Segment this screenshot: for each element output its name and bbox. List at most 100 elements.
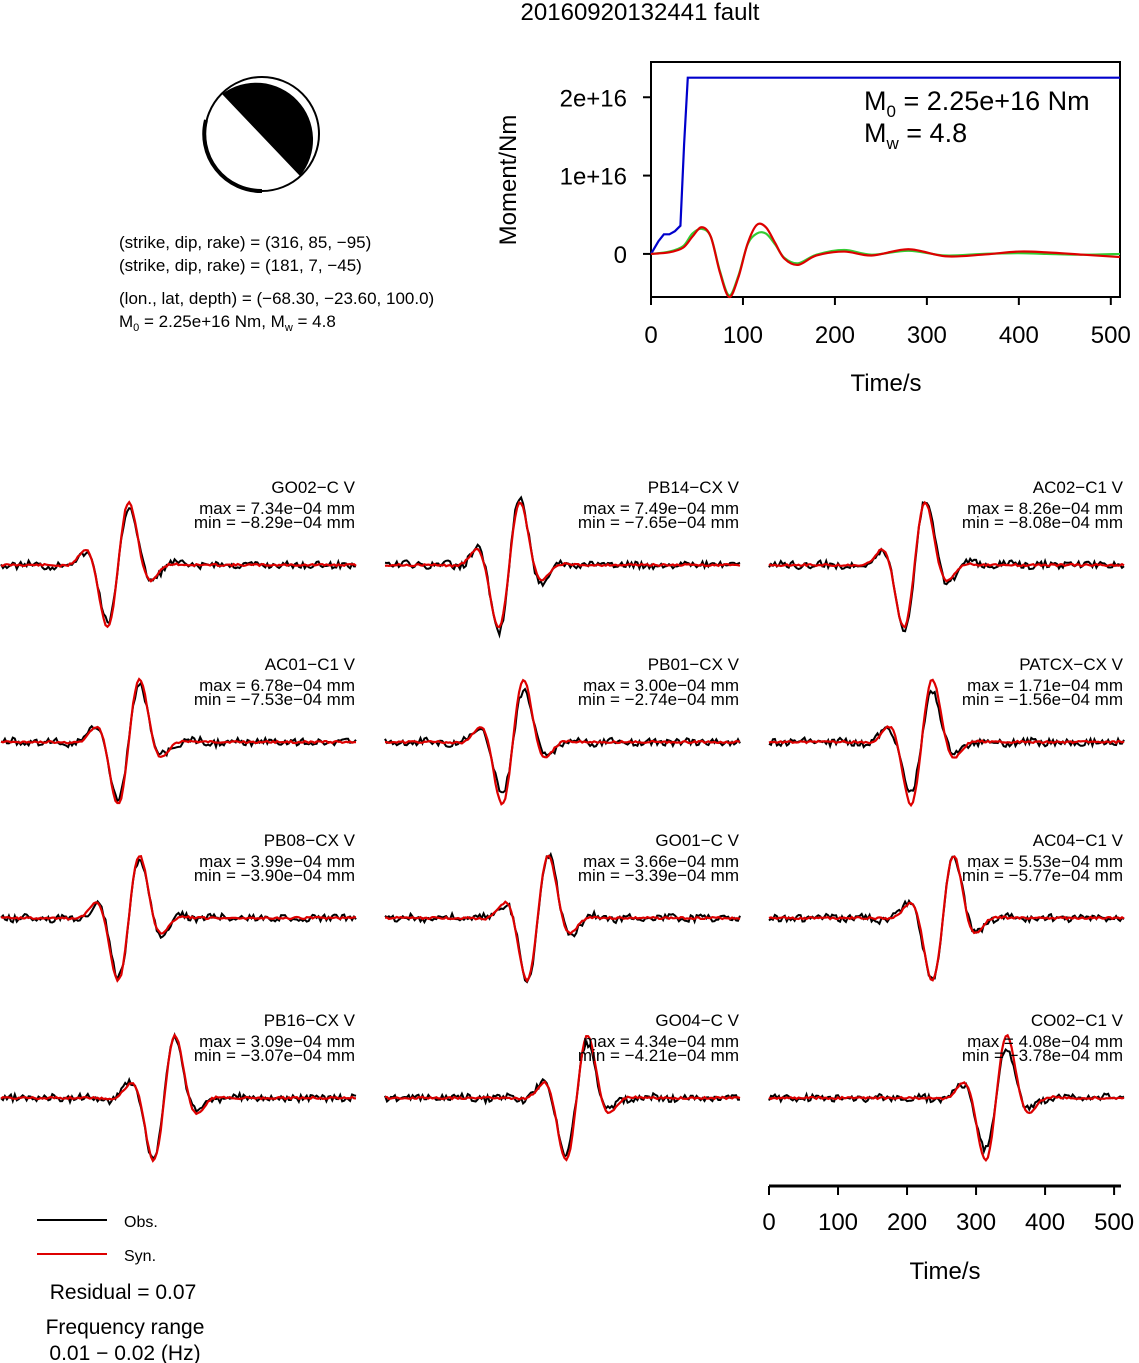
waveform-x-tick-label: 0 — [762, 1209, 775, 1236]
station-min-label: min = −7.53e−04 mm — [194, 690, 355, 709]
station-min-label: min = −2.74e−04 mm — [578, 690, 739, 709]
station-name-label: PB01−CX V — [648, 655, 740, 674]
station-name-label: GO02−C V — [271, 478, 355, 497]
figure-title: 20160920132441 fault — [521, 0, 760, 26]
station-name-label: PB08−CX V — [264, 831, 356, 850]
station-max-label: max = 3.66e−04 mm — [583, 852, 739, 871]
moment-rate-chart: 0 100 200 300 400 500 0 1e+16 2e+16 M0 = 2.25e+1… — [495, 61, 1131, 397]
station-min-label: min = −3.39e−04 mm — [578, 866, 739, 885]
frequency-range-title: Frequency range — [46, 1316, 205, 1339]
moment-x-tick-label: 100 — [723, 322, 763, 349]
station-name-label: PB16−CX V — [264, 1011, 356, 1030]
moment-xlabel: Time/s — [850, 370, 921, 397]
synthetic-waveform-line — [768, 500, 1125, 629]
moment-y-tick-label: 2e+16 — [560, 85, 627, 112]
frequency-range-value: 0.01 − 0.02 (Hz) — [49, 1342, 200, 1363]
synthetic-waveform-line — [0, 500, 357, 629]
mechanism-moment: M0 = 2.25e+16 Nm, Mw = 4.8 — [119, 312, 336, 334]
station-max-label: max = 3.99e−04 mm — [199, 852, 355, 871]
station-name-label: CO02−C1 V — [1031, 1011, 1124, 1030]
waveform-xlabel: Time/s — [909, 1258, 980, 1285]
synthetic-waveform-line — [384, 1034, 741, 1162]
moment-x-tick-label: 200 — [815, 322, 855, 349]
mechanism-nodal-plane-1: (strike, dip, rake) = (316, 85, −95) — [119, 233, 371, 252]
moment-plot-frame — [650, 61, 1121, 298]
beachball-icon — [202, 76, 320, 194]
station-max-label: max = 7.49e−04 mm — [583, 499, 739, 518]
mechanism-location: (lon., lat, depth) = (−68.30, −23.60, 10… — [119, 289, 434, 308]
waveform-x-tick-label: 400 — [1025, 1209, 1065, 1236]
moment-rate-line-2 — [650, 222, 1121, 299]
station-name-label: GO01−C V — [655, 831, 739, 850]
station-min-label: min = −3.90e−04 mm — [194, 866, 355, 885]
station-max-label: max = 3.00e−04 mm — [583, 676, 739, 695]
synthetic-waveform-line — [768, 855, 1125, 982]
moment-y-tick-label: 0 — [614, 242, 627, 269]
waveform-time-axis: Time/s 0 100 200 300 400 500 — [762, 1184, 1134, 1285]
station-max-label: max = 3.09e−04 mm — [199, 1032, 355, 1051]
station-name-label: PATCX−CX V — [1019, 655, 1123, 674]
station-min-label: min = −4.21e−04 mm — [578, 1046, 739, 1065]
synthetic-waveform-line — [768, 1033, 1125, 1163]
moment-x-tick-label: 500 — [1091, 322, 1131, 349]
legend-syn-label: Syn. — [124, 1248, 156, 1265]
waveform-x-tick-label: 500 — [1094, 1209, 1134, 1236]
synthetic-waveform-line — [0, 677, 357, 805]
synthetic-waveform-line — [384, 500, 741, 629]
station-max-label: max = 7.34e−04 mm — [199, 499, 355, 518]
station-min-label: min = −1.56e−04 mm — [962, 690, 1123, 709]
observed-waveform-line — [0, 680, 357, 803]
synthetic-waveform-line — [0, 854, 357, 983]
station-max-label: max = 4.08e−04 mm — [967, 1032, 1123, 1051]
mechanism-nodal-plane-2: (strike, dip, rake) = (181, 7, −45) — [119, 256, 362, 275]
synthetic-waveform-line — [768, 678, 1125, 808]
legend: Obs. Syn. — [37, 1214, 158, 1265]
station-max-label: max = 1.71e−04 mm — [967, 676, 1123, 695]
observed-waveform-line — [0, 858, 357, 982]
moment-x-tick-label: 0 — [644, 322, 657, 349]
station-name-label: AC02−C1 V — [1033, 478, 1124, 497]
station-max-label: max = 8.26e−04 mm — [967, 499, 1123, 518]
station-max-label: max = 5.53e−04 mm — [967, 852, 1123, 871]
legend-obs-label: Obs. — [124, 1214, 158, 1231]
synthetic-waveform-line — [385, 854, 741, 983]
station-min-label: min = −8.08e−04 mm — [962, 513, 1123, 532]
waveform-x-tick-label: 300 — [956, 1209, 996, 1236]
station-name-label: PB14−CX V — [648, 478, 740, 497]
moment-x-tick-label: 400 — [999, 322, 1039, 349]
station-max-label: max = 6.78e−04 mm — [199, 676, 355, 695]
station-name-label: GO04−C V — [655, 1011, 739, 1030]
moment-x-tick-label: 300 — [907, 322, 947, 349]
moment-panel-m0: M0 = 2.25e+16 Nm — [864, 86, 1090, 121]
station-name-label: AC01−C1 V — [265, 655, 356, 674]
station-min-label: min = −8.29e−04 mm — [194, 513, 355, 532]
synthetic-waveform-line — [0, 1032, 357, 1163]
moment-ylabel: Moment/Nm — [495, 115, 522, 246]
moment-rate-line-1 — [650, 227, 1121, 297]
residual-text: Residual = 0.07 — [50, 1281, 197, 1304]
station-min-label: min = −3.78e−04 mm — [962, 1046, 1123, 1065]
moment-y-tick-label: 1e+16 — [560, 164, 627, 191]
station-name-label: AC04−C1 V — [1033, 831, 1124, 850]
cumulative-moment-line — [650, 76, 1120, 255]
waveform-x-tick-label: 100 — [818, 1209, 858, 1236]
waveform-x-tick-label: 200 — [887, 1209, 927, 1236]
station-max-label: max = 4.34e−04 mm — [583, 1032, 739, 1051]
moment-panel-mw: Mw = 4.8 — [864, 118, 967, 153]
station-min-label: min = −7.65e−04 mm — [578, 513, 739, 532]
station-min-label: min = −5.77e−04 mm — [962, 866, 1123, 885]
